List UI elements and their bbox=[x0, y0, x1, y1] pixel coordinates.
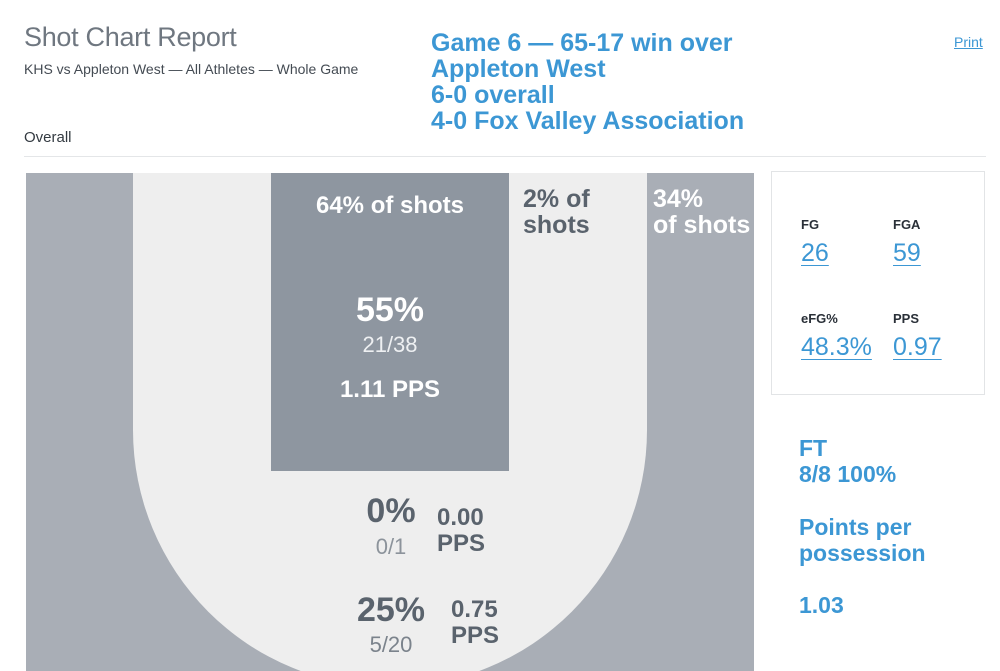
paint-made-attempts: 21/38 bbox=[362, 332, 418, 357]
midrange-percentage: 0% bbox=[366, 492, 416, 530]
game-info: Game 6 — 65-17 win over Appleton West 6-… bbox=[431, 30, 744, 134]
efg-label: eFG% bbox=[801, 311, 838, 326]
court-graphic bbox=[26, 173, 754, 671]
ppp-label-line: possession bbox=[799, 540, 926, 566]
divider bbox=[24, 156, 986, 157]
fga-label: FGA bbox=[893, 217, 921, 232]
paint-percentage: 55% bbox=[355, 291, 425, 329]
three-pps-label: PPS bbox=[451, 622, 500, 649]
midrange-made-attempts: 0/1 bbox=[375, 534, 407, 559]
free-throws: FT 8/8 100% bbox=[799, 435, 896, 487]
midrange-share-line: shots bbox=[523, 211, 590, 239]
three-percentage: 25% bbox=[356, 591, 426, 629]
midrange-share-line: 2% of bbox=[523, 185, 590, 213]
efg-value[interactable]: 48.3% bbox=[801, 333, 872, 361]
fg-value[interactable]: 26 bbox=[801, 239, 829, 267]
ppp-label-line: Points per bbox=[799, 514, 912, 540]
ft-label: FT bbox=[799, 435, 828, 461]
three-pps: 0.75 PPS bbox=[451, 597, 499, 649]
three-share: 34% of shots bbox=[653, 186, 750, 238]
midrange-pps: 0.00 PPS bbox=[437, 505, 485, 557]
page-title: Shot Chart Report bbox=[24, 22, 237, 52]
game-info-line: 4-0 Fox Valley Association bbox=[431, 107, 745, 135]
section-label: Overall bbox=[24, 129, 72, 146]
stats-summary-box: FG 26 FGA 59 eFG% 48.3% PPS 0.97 bbox=[771, 171, 985, 395]
midrange-pps-label: PPS bbox=[437, 530, 486, 557]
paint-share: 64% of shots bbox=[315, 192, 465, 219]
paint-pps: 1.11 PPS bbox=[339, 376, 441, 403]
three-share-line: 34% bbox=[653, 185, 704, 213]
ppp-value: 1.03 bbox=[799, 592, 844, 618]
report-subtitle: KHS vs Appleton West — All Athletes — Wh… bbox=[24, 61, 359, 77]
paint-zone[interactable] bbox=[271, 173, 509, 471]
points-per-possession: Points per possession bbox=[799, 514, 926, 566]
shot-chart-court: 64% of shots 55% 21/38 1.11 PPS 2% of sh… bbox=[26, 173, 754, 671]
midrange-share: 2% of shots bbox=[523, 186, 590, 238]
print-link[interactable]: Print bbox=[954, 34, 983, 50]
game-info-line: 6-0 overall bbox=[431, 81, 555, 109]
game-info-line: Game 6 — 65-17 win over bbox=[431, 29, 733, 57]
midrange-pps-value: 0.00 bbox=[437, 504, 484, 531]
pps-value[interactable]: 0.97 bbox=[893, 333, 942, 361]
ft-value: 8/8 100% bbox=[799, 461, 897, 487]
fga-value[interactable]: 59 bbox=[893, 239, 921, 267]
fg-label: FG bbox=[801, 217, 820, 232]
game-info-line: Appleton West bbox=[431, 55, 606, 83]
three-made-attempts: 5/20 bbox=[369, 632, 413, 657]
three-share-line: of shots bbox=[653, 211, 751, 239]
three-pps-value: 0.75 bbox=[451, 596, 498, 623]
pps-label: PPS bbox=[893, 311, 920, 326]
